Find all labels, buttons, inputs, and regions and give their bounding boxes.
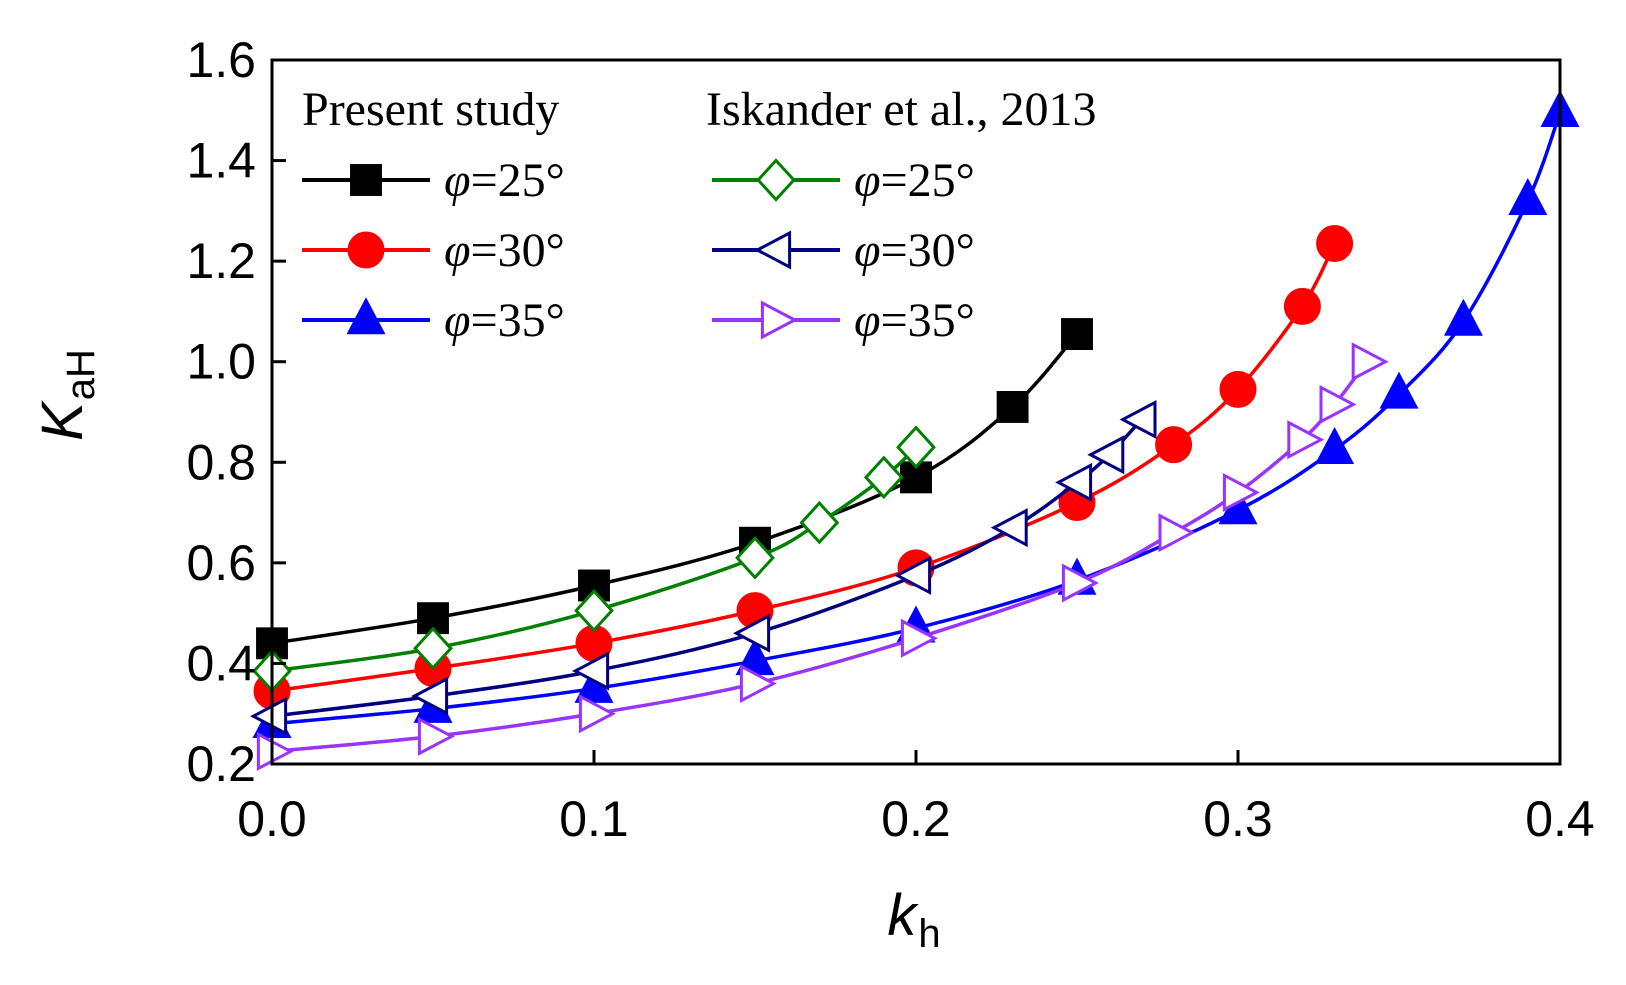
data-point bbox=[411, 676, 449, 716]
legend-entry-0: φ=25° bbox=[302, 154, 565, 207]
legend-marker bbox=[350, 164, 382, 196]
data-point bbox=[1287, 420, 1325, 460]
data-point bbox=[996, 391, 1029, 423]
legend-marker bbox=[347, 231, 385, 269]
legend-entry-4: φ=30° bbox=[712, 224, 975, 277]
x-tick-label: 0.1 bbox=[559, 791, 629, 847]
legend-header-present-study: Present study bbox=[302, 83, 559, 136]
data-point bbox=[578, 694, 616, 734]
x-tick-label: 0.3 bbox=[1203, 791, 1273, 847]
data-point bbox=[1351, 342, 1389, 382]
legend-label: φ=30° bbox=[854, 224, 975, 277]
legend-label: φ=35° bbox=[854, 294, 975, 347]
y-tick-label: 1.0 bbox=[186, 334, 256, 390]
data-point bbox=[1155, 426, 1193, 464]
data-point bbox=[900, 618, 938, 658]
data-point bbox=[1443, 298, 1483, 336]
series-line bbox=[271, 332, 1079, 646]
data-point bbox=[896, 425, 936, 469]
series-5-iskander bbox=[256, 342, 1389, 771]
data-point bbox=[733, 613, 771, 653]
data-point bbox=[799, 500, 840, 545]
legend-marker bbox=[756, 158, 796, 202]
data-point bbox=[894, 555, 932, 595]
data-point bbox=[739, 664, 777, 704]
legend-label: φ=25° bbox=[854, 154, 975, 207]
data-point bbox=[1087, 435, 1125, 475]
data-point bbox=[572, 651, 610, 691]
y-axis-title: KaH bbox=[30, 349, 103, 441]
data-point bbox=[990, 508, 1028, 548]
legend-entry-5: φ=35° bbox=[712, 294, 975, 347]
data-point bbox=[574, 588, 614, 633]
data-point bbox=[413, 626, 453, 671]
plot-series bbox=[250, 90, 1580, 771]
legend-marker bbox=[754, 230, 792, 270]
x-tick-label: 0.0 bbox=[237, 791, 307, 847]
series-0-present bbox=[256, 318, 1093, 660]
y-tick-label: 0.2 bbox=[186, 736, 256, 792]
legend-marker bbox=[760, 300, 798, 340]
y-tick-label: 1.2 bbox=[186, 233, 256, 289]
data-point bbox=[1061, 318, 1093, 351]
data-point bbox=[1283, 287, 1321, 325]
data-point bbox=[1158, 513, 1196, 553]
series-3-iskander bbox=[252, 425, 936, 693]
y-tick-label: 0.6 bbox=[186, 535, 256, 591]
data-point bbox=[417, 716, 455, 756]
data-point bbox=[1055, 462, 1093, 502]
data-point bbox=[1379, 371, 1419, 409]
data-point bbox=[1319, 384, 1357, 424]
legend-entry-1: φ=30° bbox=[302, 224, 565, 277]
x-tick-label: 0.2 bbox=[881, 791, 951, 847]
y-tick-label: 1.4 bbox=[186, 133, 256, 189]
legend-marker bbox=[346, 297, 386, 335]
x-axis-title: kh bbox=[887, 883, 940, 956]
series-1-present bbox=[253, 225, 1354, 710]
legend-label: φ=30° bbox=[444, 224, 565, 277]
y-axis-title-group: KaH bbox=[30, 349, 103, 441]
legend-entry-2: φ=35° bbox=[302, 294, 565, 347]
legend-entry-3: φ=25° bbox=[712, 154, 975, 207]
data-point bbox=[1315, 426, 1355, 464]
legend: Present study Iskander et al., 2013 φ=25… bbox=[302, 83, 1097, 347]
data-point bbox=[1316, 225, 1354, 263]
data-point bbox=[1119, 400, 1157, 440]
data-point bbox=[863, 455, 904, 500]
y-tick-label: 0.8 bbox=[186, 434, 256, 490]
legend-label: φ=35° bbox=[444, 294, 565, 347]
data-point bbox=[250, 696, 288, 736]
y-tick-label: 0.4 bbox=[186, 635, 256, 691]
y-axis: 0.2 0.4 0.6 0.8 1.0 1.2 1.4 1.6 bbox=[186, 32, 286, 792]
data-point bbox=[256, 731, 294, 771]
x-tick-label: 0.4 bbox=[1525, 791, 1595, 847]
data-point bbox=[1219, 370, 1257, 408]
y-tick-label: 1.6 bbox=[186, 32, 256, 88]
series-line bbox=[271, 242, 1337, 693]
legend-label: φ=25° bbox=[444, 154, 565, 207]
data-point bbox=[735, 536, 775, 580]
x-axis: 0.0 0.1 0.2 0.3 0.4 bbox=[237, 750, 1595, 847]
data-point bbox=[1222, 472, 1260, 512]
data-point bbox=[1061, 563, 1099, 603]
data-point bbox=[1508, 178, 1548, 216]
series-4-iskander bbox=[250, 400, 1157, 736]
data-point bbox=[417, 602, 449, 635]
legend-header-iskander: Iskander et al., 2013 bbox=[706, 83, 1097, 136]
